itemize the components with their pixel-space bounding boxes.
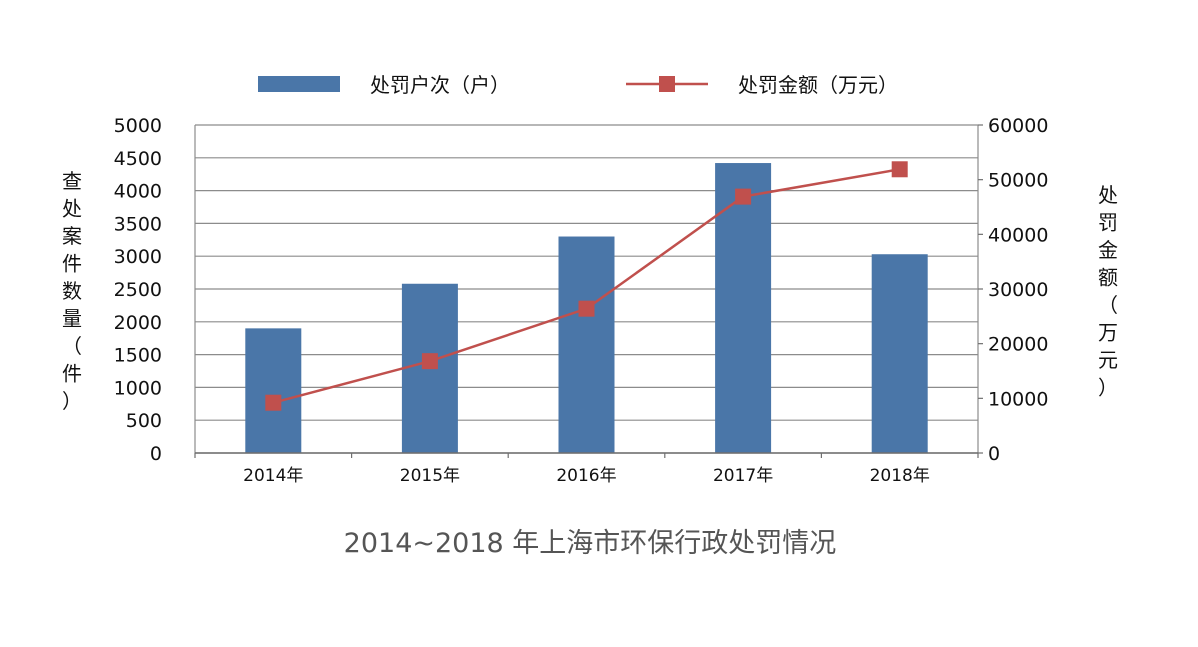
x-axis-ticks: 2014年 2015年 2016年 2017年 2018年 [243,466,930,486]
left-y-axis-ticks: 0 500 1000 1500 2000 2500 3000 3500 4000 4500 5000 [114,115,162,465]
left-tick-label: 3500 [114,213,162,235]
left-tick-label: 1000 [114,377,162,399]
left-tick-label: 1500 [114,345,162,367]
legend-line-label: 处罚金额（万元） [738,73,898,97]
line-marker [421,353,438,370]
right-tick-label: 60000 [988,115,1048,137]
legend-line-marker [659,76,675,92]
right-tick-label: 50000 [988,170,1048,192]
x-tick-label: 2017年 [713,466,773,486]
right-tick-label: 20000 [988,334,1048,356]
bar [715,163,772,453]
legend: 处罚户次（户） 处罚金额（万元） [258,73,898,97]
legend-bar-label: 处罚户次（户） [370,73,510,97]
x-tick-label: 2014年 [243,466,303,486]
left-tick-label: 2000 [114,312,162,334]
right-axis-title: 处罚金额（万元） [1098,183,1118,400]
plot-frame [194,124,983,458]
line-marker [891,161,908,178]
x-tick-label: 2018年 [870,466,930,486]
chart-caption: 2014~2018 年上海市环保行政处罚情况 [344,528,837,559]
right-tick-label: 0 [988,443,1000,465]
left-tick-label: 2500 [114,279,162,301]
left-tick-label: 4500 [114,148,162,170]
line-marker [265,394,282,411]
right-tick-label: 30000 [988,279,1048,301]
left-tick-label: 4000 [114,181,162,203]
left-tick-label: 0 [150,443,162,465]
left-tick-label: 500 [126,410,162,432]
line-marker [735,188,752,205]
line-series [265,161,908,411]
right-tick-label: 10000 [988,388,1048,410]
x-tick-label: 2016年 [556,466,616,486]
left-axis-title: 查处案件数量（件） [62,169,82,413]
legend-bar-swatch [258,76,340,92]
bar [558,236,615,453]
right-y-axis-ticks: 0 10000 20000 30000 40000 50000 60000 [988,115,1048,465]
x-tick-label: 2015年 [400,466,460,486]
left-tick-label: 5000 [114,115,162,137]
bar [871,254,928,453]
left-tick-label: 3000 [114,246,162,268]
right-tick-label: 40000 [988,224,1048,246]
line-marker [578,300,595,317]
bar [245,328,302,453]
